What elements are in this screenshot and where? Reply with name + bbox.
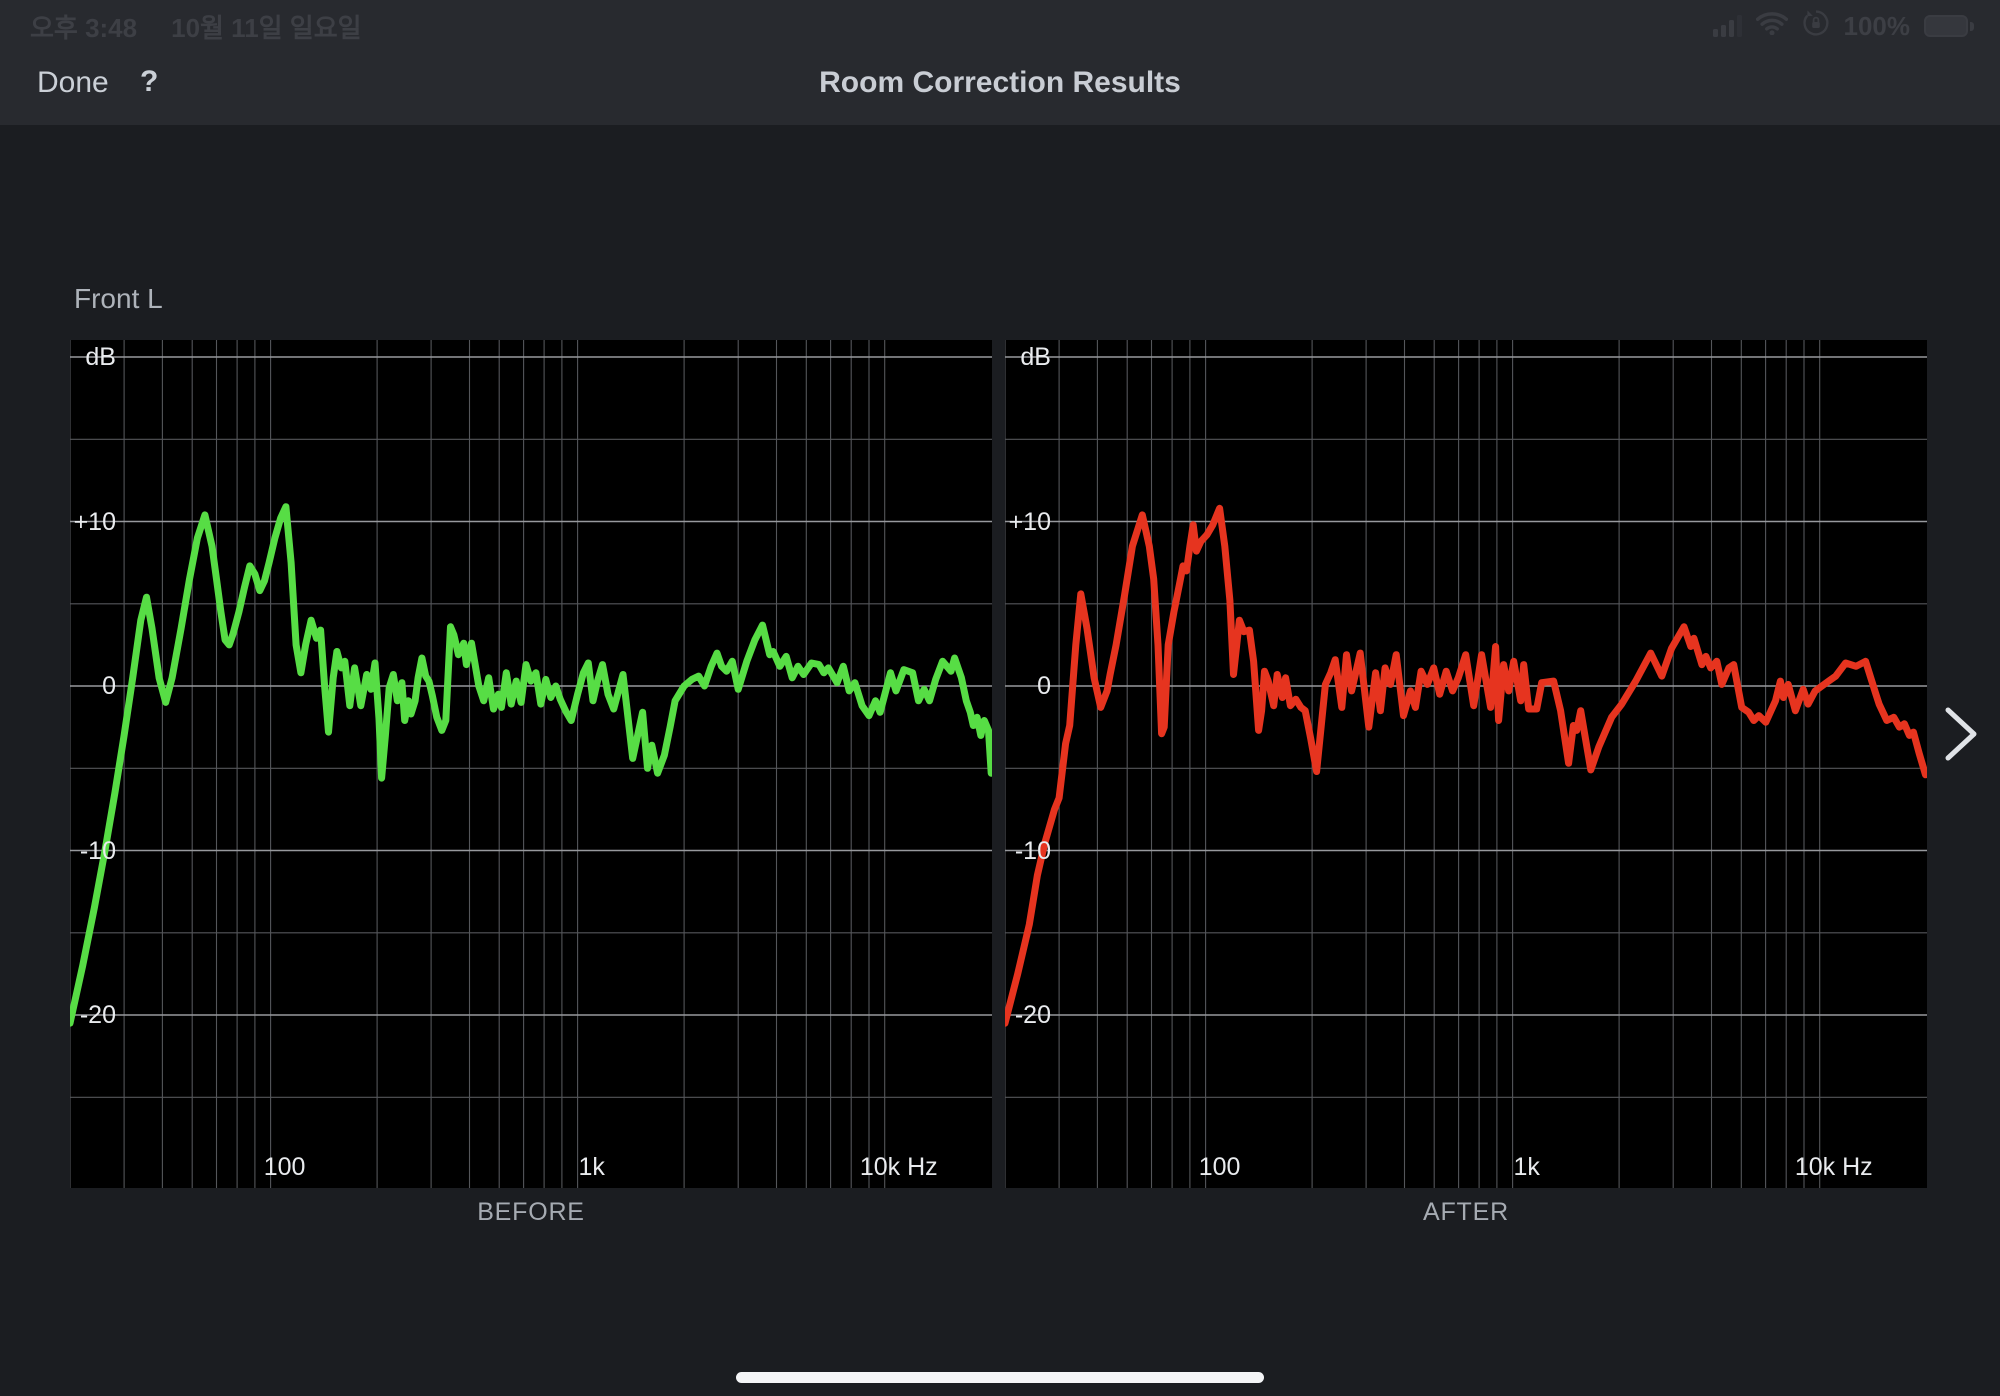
x-tick-label: 100	[263, 1153, 306, 1181]
y-tick-label: -10	[79, 836, 116, 865]
status-bar: 오후 3:48 10월 11일 일요일	[0, 0, 2000, 48]
chevron-right-icon	[1945, 707, 1977, 761]
orientation-lock-icon	[1802, 9, 1830, 44]
help-button[interactable]: ?	[140, 65, 159, 98]
y-tick-label: dB	[1020, 343, 1051, 371]
status-time: 오후 3:48	[30, 12, 138, 43]
y-tick-label: +10	[73, 507, 116, 536]
y-tick-label: 0	[1037, 672, 1051, 700]
status-right: 100%	[1712, 9, 1974, 44]
before-plot	[70, 340, 992, 1188]
y-tick-label: dB	[85, 343, 116, 371]
status-left: 오후 3:48 10월 11일 일요일	[30, 8, 362, 45]
home-indicator[interactable]	[736, 1372, 1264, 1383]
battery-icon	[1924, 15, 1974, 37]
chart-caption-after: AFTER	[1423, 1198, 1509, 1226]
y-tick-label: -20	[1014, 1001, 1051, 1029]
nav-bar: Room Correction Results Done ?	[0, 48, 2000, 125]
page-title: Room Correction Results	[819, 66, 1181, 99]
y-tick-label: -20	[79, 1001, 116, 1029]
y-tick-label: +10	[1008, 507, 1051, 536]
x-tick-label: 1k	[578, 1153, 605, 1181]
y-tick-label: -10	[1014, 836, 1051, 865]
chart-before: BEFORE dB +10 0 -10 -20 100 1k 10k Hz	[70, 340, 992, 1226]
status-date: 10월 11일 일요일	[171, 12, 362, 43]
wifi-icon	[1755, 11, 1788, 42]
x-tick-label: 10k Hz	[1794, 1153, 1873, 1181]
cellular-signal-icon	[1712, 15, 1742, 37]
chart-after: AFTER dB +10 0 -10 -20 100 1k 10k Hz	[1005, 340, 1927, 1226]
after-plot	[1005, 340, 1927, 1188]
channel-label: Front L	[74, 283, 163, 314]
x-tick-label: 10k Hz	[859, 1153, 938, 1181]
y-tick-label: 0	[102, 672, 116, 700]
x-tick-label: 1k	[1513, 1153, 1540, 1181]
battery-percent: 100%	[1843, 10, 1911, 41]
done-button[interactable]: Done	[37, 66, 109, 99]
x-tick-label: 100	[1198, 1153, 1241, 1181]
chart-caption-before: BEFORE	[477, 1198, 585, 1226]
next-channel-button[interactable]	[1940, 704, 1982, 764]
header	[0, 0, 2000, 125]
